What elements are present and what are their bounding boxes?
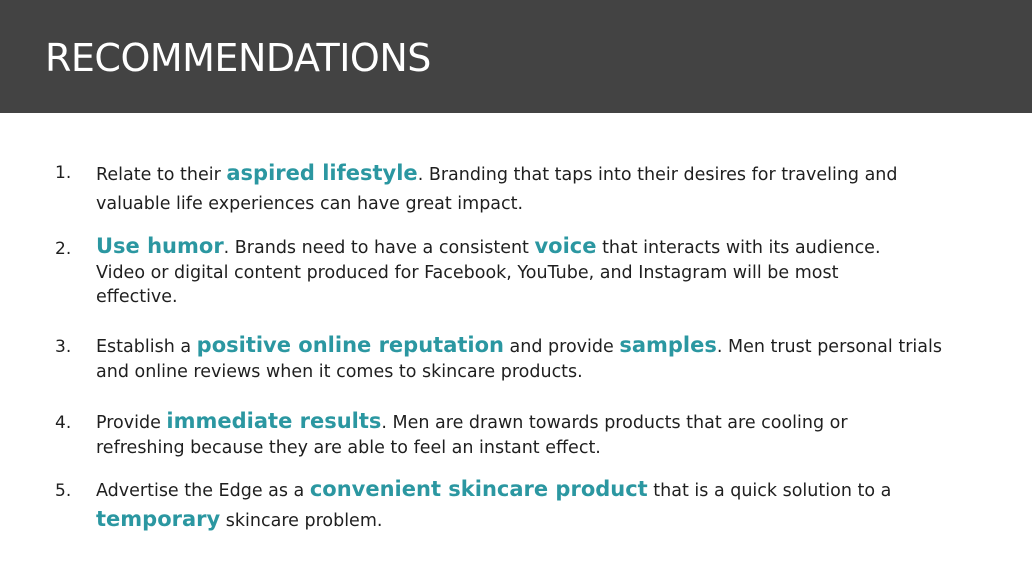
item-number: 3. — [55, 337, 72, 357]
text-run: Advertise the Edge as a — [96, 481, 310, 501]
item-number: 4. — [55, 413, 72, 433]
text-run: . Men are drawn towards products that ar… — [381, 413, 848, 433]
text-run: that interacts with its audience. — [596, 238, 881, 258]
text-run: . Brands need to have a consistent — [223, 238, 535, 258]
item-line: effective. — [96, 285, 996, 309]
item-line: valuable life experiences can have great… — [96, 192, 996, 217]
text-run: Video or digital content produced for Fa… — [96, 263, 839, 283]
highlight-phrase: temporary — [96, 507, 221, 531]
highlight-phrase: positive online reputation — [196, 333, 504, 357]
text-run: that is a quick solution to a — [647, 481, 892, 501]
slide-title: RECOMMENDATIONS — [45, 36, 431, 80]
item-line: Use humor. Brands need to have a consist… — [96, 234, 996, 261]
item-line: temporary skincare problem. — [96, 507, 996, 534]
item-line: refreshing because they are able to feel… — [96, 436, 996, 461]
item-text: Establish a positive online reputation a… — [96, 333, 996, 385]
text-run: and provide — [503, 337, 620, 357]
highlight-phrase: voice — [534, 234, 597, 258]
item-text: Provide immediate results. Men are drawn… — [96, 409, 996, 461]
text-run: . Men trust personal trials — [716, 337, 942, 357]
header-bar: RECOMMENDATIONS — [0, 0, 1032, 113]
item-line: Advertise the Edge as a convenient skinc… — [96, 477, 996, 504]
item-line: Provide immediate results. Men are drawn… — [96, 409, 996, 436]
item-number: 1. — [55, 163, 72, 183]
text-run: . Branding that taps into their desires … — [417, 165, 898, 185]
highlight-phrase: samples — [619, 333, 717, 357]
highlight-phrase: immediate results — [166, 409, 382, 433]
text-run: refreshing because they are able to feel… — [96, 438, 601, 458]
text-run: Relate to their — [96, 165, 227, 185]
item-line: Video or digital content produced for Fa… — [96, 261, 996, 285]
text-run: Establish a — [96, 337, 197, 357]
text-run: skincare problem. — [220, 511, 383, 531]
highlight-phrase: convenient skincare product — [309, 477, 648, 501]
item-number: 5. — [55, 481, 72, 501]
item-line: Establish a positive online reputation a… — [96, 333, 996, 360]
item-text: Use humor. Brands need to have a consist… — [96, 234, 996, 309]
highlight-phrase: aspired lifestyle — [226, 161, 418, 185]
item-number: 2. — [55, 239, 72, 259]
text-run: Provide — [96, 413, 167, 433]
text-run: and online reviews when it comes to skin… — [96, 362, 583, 382]
item-line: Relate to their aspired lifestyle. Brand… — [96, 161, 996, 188]
text-run: valuable life experiences can have great… — [96, 194, 524, 214]
text-run: effective. — [96, 287, 178, 307]
item-text: Advertise the Edge as a convenient skinc… — [96, 477, 996, 534]
item-line: and online reviews when it comes to skin… — [96, 360, 996, 385]
highlight-phrase: Use humor — [96, 234, 224, 258]
item-text: Relate to their aspired lifestyle. Brand… — [96, 161, 996, 217]
